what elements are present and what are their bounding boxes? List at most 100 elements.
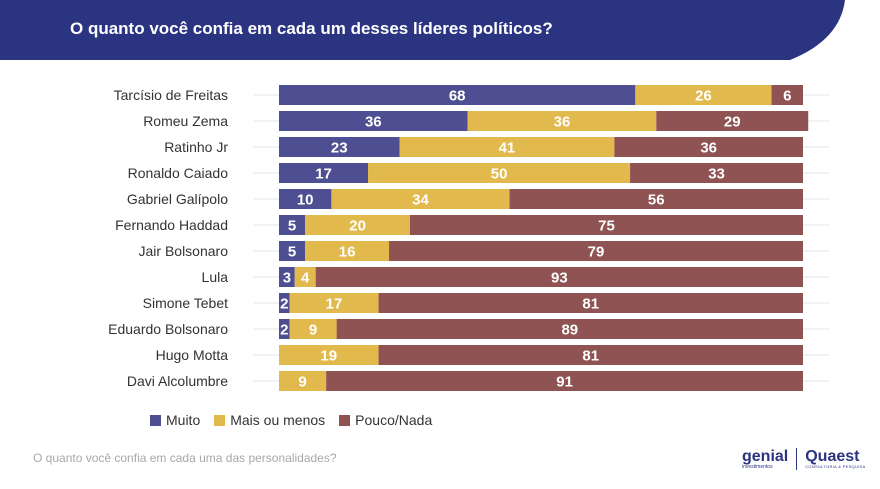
data-label: 5	[288, 244, 296, 261]
bar-segment-mais-ou-menos	[331, 189, 510, 209]
header-bar: O quanto você confia em cada um desses l…	[0, 0, 880, 60]
category-label: Fernando Haddad	[115, 217, 228, 233]
bar-segment-pouco-nada	[614, 137, 803, 157]
bar-segment-pouco-nada	[630, 163, 803, 183]
data-label: 6	[783, 88, 791, 105]
data-label: 9	[309, 322, 317, 339]
data-label: 89	[561, 322, 578, 339]
data-label: 36	[554, 114, 571, 131]
bar-segment-pouco-nada	[336, 319, 803, 339]
data-label: 91	[556, 374, 573, 391]
data-label: 17	[326, 296, 343, 313]
bar-segment-muito	[279, 215, 306, 235]
bar-segment-mais-ou-menos	[294, 267, 316, 287]
data-label: 36	[365, 114, 382, 131]
category-label: Ronaldo Caiado	[128, 165, 229, 181]
bar-segment-muito	[279, 137, 400, 157]
legend-label-pouco-nada: Pouco/Nada	[355, 412, 433, 428]
data-label: 29	[724, 114, 741, 131]
bar-segment-pouco-nada	[656, 111, 809, 131]
bar-segment-mais-ou-menos	[399, 137, 615, 157]
category-label: Romeu Zema	[143, 113, 228, 129]
data-label: 19	[320, 348, 337, 365]
category-label: Hugo Motta	[156, 347, 229, 363]
legend-item-mais-ou-menos: Mais ou menos	[214, 412, 325, 428]
bar-segment-pouco-nada	[326, 371, 803, 391]
data-label: 10	[297, 192, 314, 209]
bar-segment-pouco-nada	[378, 293, 803, 313]
bar-segment-muito	[279, 293, 290, 313]
bar-segment-muito	[279, 111, 468, 131]
category-label: Simone Tebet	[143, 295, 228, 311]
bar-segment-mais-ou-menos	[368, 163, 631, 183]
category-label: Gabriel Galípolo	[127, 191, 228, 207]
bar-segment-mais-ou-menos	[279, 371, 327, 391]
chart-legend: Muito Mais ou menos Pouco/Nada	[150, 412, 432, 428]
data-label: 26	[695, 88, 712, 105]
legend-swatch-mais-ou-menos	[214, 414, 226, 426]
quaest-logo: Quaest CONSULTORIA & PESQUISA	[805, 449, 865, 469]
footnote: O quanto você confia em cada uma das per…	[33, 451, 337, 465]
genial-logo: genial investimentos	[742, 447, 789, 470]
category-label: Ratinho Jr	[164, 139, 228, 155]
data-label: 9	[298, 374, 306, 391]
bar-segment-muito	[279, 189, 332, 209]
data-label: 4	[301, 270, 310, 287]
data-label: 36	[700, 140, 717, 157]
bar-segment-mais-ou-menos	[289, 319, 337, 339]
header-background	[790, 0, 880, 60]
category-label: Eduardo Bolsonaro	[108, 321, 228, 337]
data-label: 81	[582, 348, 599, 365]
legend-swatch-pouco-nada	[339, 414, 351, 426]
legend-item-pouco-nada: Pouco/Nada	[339, 412, 432, 428]
quaest-logo-sub: CONSULTORIA & PESQUISA	[805, 464, 866, 469]
legend-item-muito: Muito	[150, 412, 200, 428]
bar-segment-muito	[279, 85, 636, 105]
bar-segment-muito	[279, 241, 306, 261]
category-label: Jair Bolsonaro	[139, 243, 229, 259]
logo-divider	[796, 448, 798, 470]
data-label: 41	[499, 140, 516, 157]
data-label: 81	[582, 296, 599, 313]
bar-segment-pouco-nada	[378, 345, 803, 365]
genial-logo-name: genial	[742, 447, 789, 465]
data-label: 93	[551, 270, 568, 287]
genial-logo-sub: investimentos	[742, 463, 773, 470]
bar-segment-mais-ou-menos	[289, 293, 379, 313]
bar-segment-pouco-nada	[410, 215, 803, 235]
legend-label-mais-ou-menos: Mais ou menos	[230, 412, 326, 428]
data-label: 33	[708, 166, 725, 183]
footer-logos: genial investimentos Quaest CONSULTORIA …	[742, 448, 865, 470]
bar-segment-mais-ou-menos	[305, 215, 410, 235]
data-label: 34	[412, 192, 429, 209]
data-label: 75	[598, 218, 615, 235]
data-label: 17	[315, 166, 332, 183]
data-label: 3	[283, 270, 291, 287]
data-label: 2	[280, 322, 288, 339]
data-label: 56	[648, 192, 665, 209]
bar-segment-pouco-nada	[771, 85, 803, 105]
bar-segment-muito	[279, 163, 369, 183]
category-label: Lula	[202, 269, 229, 285]
data-label: 50	[491, 166, 508, 183]
category-label: Davi Alcolumbre	[127, 373, 228, 389]
bar-segment-mais-ou-menos	[467, 111, 657, 131]
bar-segment-mais-ou-menos	[635, 85, 772, 105]
data-label: 20	[349, 218, 366, 235]
bar-segment-mais-ou-menos	[279, 345, 379, 365]
data-label: 2	[280, 296, 288, 313]
bar-segment-mais-ou-menos	[305, 241, 390, 261]
bar-segment-muito	[279, 267, 295, 287]
data-label: 23	[331, 140, 348, 157]
category-label: Tarcísio de Freitas	[114, 87, 228, 103]
quaest-logo-name: Quaest	[805, 448, 860, 465]
page-title: O quanto você confia em cada um desses l…	[70, 19, 553, 38]
bar-segment-pouco-nada	[389, 241, 803, 261]
bar-segment-pouco-nada	[315, 267, 803, 287]
bar-segment-pouco-nada	[509, 189, 803, 209]
bar-segment-muito	[279, 319, 290, 339]
data-label: 79	[588, 244, 605, 261]
data-label: 16	[339, 244, 356, 261]
legend-label-muito: Muito	[166, 412, 201, 428]
